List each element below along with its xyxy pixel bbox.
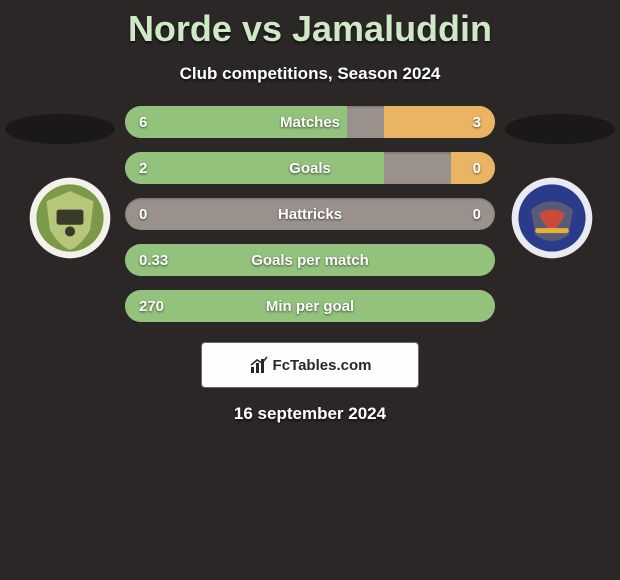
stat-row: 2Goals0 [125, 152, 495, 184]
stat-label: Matches [125, 114, 495, 131]
team-left-badge [28, 176, 112, 260]
footer-date: 16 september 2024 [0, 404, 620, 424]
stat-label: Min per goal [125, 298, 495, 315]
page-title: Norde vs Jamaluddin [0, 0, 620, 50]
stat-label: Goals [125, 160, 495, 177]
page-subtitle: Club competitions, Season 2024 [0, 64, 620, 84]
stat-value-right: 3 [473, 114, 481, 131]
comparison-stage: 6Matches32Goals00Hattricks00.33Goals per… [0, 106, 620, 322]
shield-icon [28, 176, 112, 260]
stat-label: Goals per match [125, 252, 495, 269]
stat-value-right: 0 [473, 206, 481, 223]
brand-box: FcTables.com [201, 342, 419, 388]
chart-icon [249, 355, 269, 375]
stat-value-right: 0 [473, 160, 481, 177]
team-right-badge [510, 176, 594, 260]
shield-icon [510, 176, 594, 260]
stat-row: 0Hattricks0 [125, 198, 495, 230]
stat-row: 0.33Goals per match [125, 244, 495, 276]
stat-row: 270Min per goal [125, 290, 495, 322]
stat-bars: 6Matches32Goals00Hattricks00.33Goals per… [125, 106, 495, 322]
brand-label: FcTables.com [273, 357, 372, 374]
stat-row: 6Matches3 [125, 106, 495, 138]
shadow-ellipse-right [505, 114, 615, 144]
shadow-ellipse-left [5, 114, 115, 144]
stat-label: Hattricks [125, 206, 495, 223]
